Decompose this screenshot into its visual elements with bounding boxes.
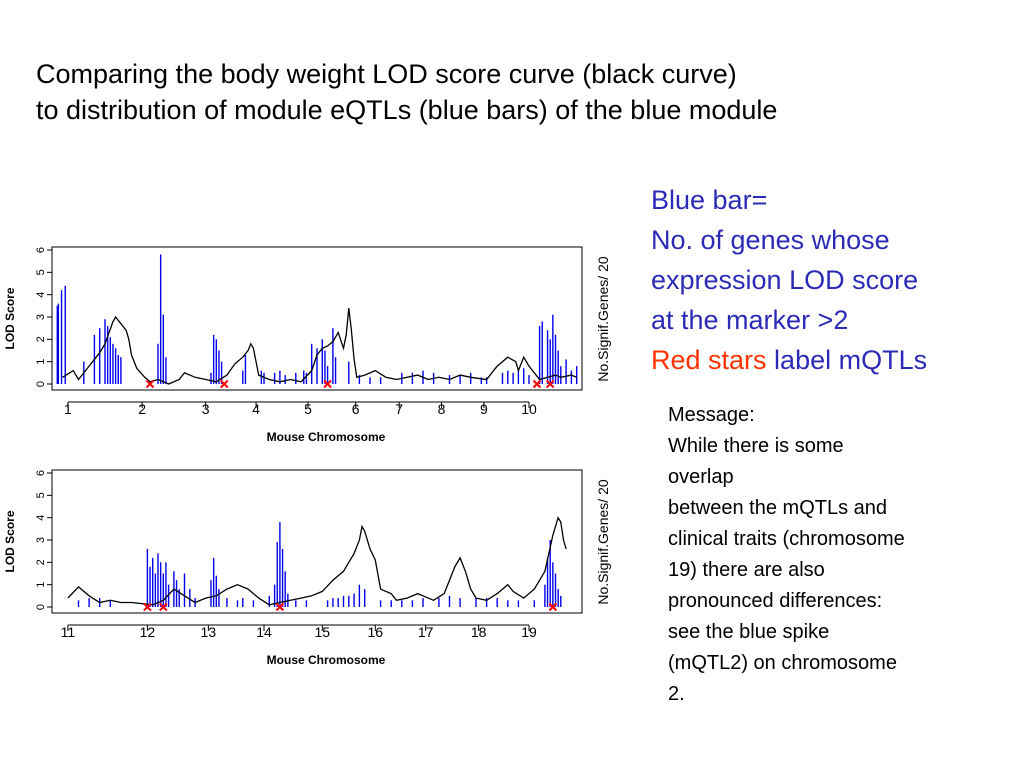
chromosome-label: 17	[418, 624, 434, 640]
message-line: pronounced differences:	[668, 590, 883, 612]
plot-frame	[51, 469, 583, 614]
y-tick-label: 3	[35, 314, 47, 320]
mqtl-star-stroke	[143, 602, 152, 612]
chromosome-label: 8	[438, 401, 446, 417]
mqtl-star-icon	[159, 602, 168, 612]
message-line: While there is some	[668, 435, 844, 457]
legend-line-1: Blue bar=	[651, 185, 768, 215]
message-line: 2.	[668, 683, 685, 705]
mqtl-star-icon	[548, 602, 558, 612]
chart-panel-1: 0 1 2 3 4 5 6 LOD Score No.Signif.Genes/ 20 1 2 3 4 5…	[3, 246, 611, 444]
chromosome-label: 7	[395, 401, 403, 417]
chromosome-label: 18	[471, 624, 487, 640]
chromosome-label: 11	[61, 624, 76, 640]
right-axis-label: No.Signif.Genes/ 20	[595, 479, 611, 605]
lod-curve	[67, 516, 567, 606]
title-line-1: Comparing the body weight LOD score curv…	[36, 59, 737, 89]
message-line: (mQTL2) on chromosome	[668, 652, 897, 674]
mqtl-star-stroke	[532, 379, 542, 389]
mqtl-star-stroke	[545, 379, 555, 389]
chromosome-label: 13	[201, 624, 217, 640]
y-tick-label: 0	[35, 604, 47, 610]
y-tick-label: 6	[35, 247, 47, 253]
y-tick-label: 1	[35, 359, 47, 365]
mqtl-star-stroke	[323, 379, 332, 389]
chromosome-label: 15	[315, 624, 331, 640]
legend-text: Blue bar= No. of genes whose expression …	[651, 180, 1021, 380]
chromosome-label: 4	[252, 401, 260, 417]
mqtl-star-stroke	[548, 602, 558, 612]
y-tick-label: 5	[35, 492, 47, 498]
x-axis-label: Mouse Chromosome	[267, 653, 386, 667]
chromosome-label: 12	[140, 624, 156, 640]
mqtl-star-icon	[145, 379, 155, 389]
mqtl-star-stroke	[220, 379, 229, 389]
y-tick-label: 5	[35, 269, 47, 275]
legend-red-stars: Red stars	[651, 345, 767, 375]
chromosome-label: 16	[368, 624, 384, 640]
slide-title: Comparing the body weight LOD score curv…	[36, 56, 1016, 128]
legend-mqtl-label: label mQTLs	[766, 345, 928, 375]
chromosome-label: 6	[352, 401, 360, 417]
message-line: Message:	[668, 404, 755, 426]
legend-line-5: Red stars label mQTLs	[651, 340, 1021, 380]
y-tick-label: 2	[35, 336, 47, 342]
y-tick-label: 0	[35, 381, 47, 387]
chromosome-label: 9	[480, 401, 488, 417]
chromosome-label: 10	[521, 401, 537, 417]
chromosome-label: 2	[138, 401, 146, 417]
message-line: between the mQTLs and	[668, 497, 888, 519]
message-line: clinical traits (chromosome	[668, 528, 905, 550]
y-tick-label: 2	[35, 559, 47, 565]
mqtl-star-icon	[143, 602, 152, 612]
legend-line-2: No. of genes whose	[651, 225, 890, 255]
right-axis-label: No.Signif.Genes/ 20	[595, 256, 611, 382]
legend-line-3: expression LOD score	[651, 265, 919, 295]
mqtl-star-stroke	[159, 602, 168, 612]
title-line-2: to distribution of module eQTLs (blue ba…	[36, 95, 778, 125]
y-tick-label: 4	[35, 515, 47, 521]
message-line: see the blue spike	[668, 621, 830, 643]
y-tick-label: 6	[35, 470, 47, 476]
mqtl-star-stroke	[275, 602, 285, 612]
mqtl-star-icon	[220, 379, 229, 389]
y-tick-label: 3	[35, 537, 47, 543]
chromosome-label: 5	[304, 401, 312, 417]
message-line: 19) there are also	[668, 559, 825, 581]
mqtl-star-icon	[545, 379, 555, 389]
mqtl-star-stroke	[145, 379, 155, 389]
y-tick-label: 1	[35, 582, 47, 588]
plot-frame	[51, 246, 583, 391]
chromosome-label: 14	[256, 624, 272, 640]
mqtl-star-icon	[532, 379, 542, 389]
mqtl-star-icon	[275, 602, 285, 612]
y-axis-label: LOD Score	[3, 510, 17, 572]
y-tick-label: 4	[35, 292, 47, 298]
chromosome-label: 1	[64, 401, 72, 417]
y-axis-label: LOD Score	[3, 287, 17, 349]
message-line: overlap	[668, 466, 734, 488]
chromosome-label: 3	[202, 401, 210, 417]
mqtl-star-icon	[323, 379, 332, 389]
message-box: Message: While there is some overlap bet…	[668, 400, 998, 710]
legend-line-4: at the marker >2	[651, 305, 849, 335]
chromosome-label: 19	[521, 624, 537, 640]
lod-curve	[62, 308, 577, 385]
x-axis-label: Mouse Chromosome	[267, 430, 386, 444]
